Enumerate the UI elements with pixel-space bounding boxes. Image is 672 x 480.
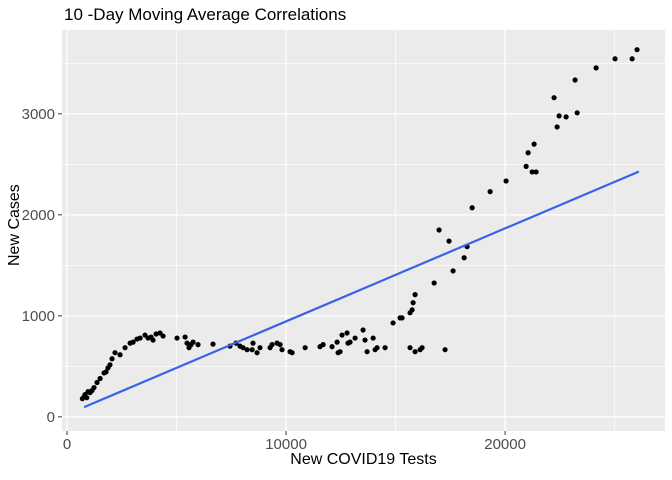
- data-point: [525, 150, 531, 156]
- data-point: [320, 342, 326, 348]
- data-point: [410, 300, 416, 306]
- data-point: [190, 339, 196, 345]
- data-point: [412, 349, 418, 355]
- data-point: [210, 341, 216, 347]
- data-point: [556, 113, 562, 119]
- data-point: [612, 56, 618, 62]
- data-point: [279, 347, 285, 353]
- y-axis-tick-label: 3000: [22, 106, 55, 123]
- data-point: [153, 331, 159, 337]
- data-point: [137, 335, 143, 341]
- data-point: [431, 280, 437, 286]
- data-point: [97, 375, 103, 382]
- data-point: [254, 350, 260, 356]
- data-point: [554, 124, 560, 130]
- data-point: [442, 347, 448, 353]
- data-point: [182, 334, 188, 340]
- x-axis-title: New COVID19 Tests: [290, 451, 437, 468]
- data-point: [360, 327, 366, 333]
- data-point: [337, 349, 343, 355]
- data-point: [563, 114, 569, 120]
- data-point: [195, 342, 201, 348]
- data-point: [347, 339, 353, 345]
- x-axis-tick-label: 10000: [265, 436, 307, 453]
- data-point: [150, 337, 156, 343]
- data-point: [130, 339, 136, 345]
- data-point: [436, 227, 442, 233]
- data-point: [277, 342, 283, 348]
- x-axis-tick-label: 20000: [484, 436, 526, 453]
- data-point: [344, 330, 350, 336]
- data-point: [94, 379, 100, 386]
- data-point: [244, 347, 250, 353]
- data-point: [269, 342, 275, 348]
- data-point: [407, 345, 413, 351]
- data-point: [412, 292, 418, 298]
- data-point: [374, 345, 380, 351]
- data-point: [503, 178, 509, 184]
- data-point: [533, 169, 539, 175]
- data-point: [109, 356, 115, 362]
- data-point: [523, 163, 529, 169]
- data-point: [390, 320, 396, 326]
- data-point: [302, 345, 308, 351]
- data-point: [551, 95, 557, 101]
- data-point: [250, 340, 256, 346]
- data-point: [574, 110, 580, 116]
- data-point: [122, 345, 128, 351]
- y-axis-tick-label: 1000: [22, 308, 55, 325]
- y-axis-tick-label: 2000: [22, 207, 55, 224]
- data-point: [329, 344, 335, 350]
- data-point: [160, 333, 166, 339]
- data-point: [184, 340, 190, 346]
- data-point: [91, 384, 97, 391]
- data-point: [289, 350, 295, 356]
- data-point: [257, 345, 263, 351]
- data-point: [593, 65, 599, 71]
- data-point: [409, 307, 415, 313]
- data-point: [399, 315, 405, 321]
- data-point: [334, 339, 340, 345]
- data-point: [112, 350, 118, 356]
- data-point: [450, 268, 456, 274]
- data-point: [84, 395, 90, 401]
- data-point: [461, 255, 467, 261]
- data-point: [240, 345, 246, 351]
- trend-line: [83, 170, 640, 408]
- data-point: [531, 141, 537, 147]
- data-point: [117, 352, 123, 358]
- data-point: [107, 362, 113, 368]
- plot-panel: [62, 30, 665, 431]
- data-point: [249, 347, 255, 353]
- x-axis-tick-label: 0: [63, 436, 71, 453]
- data-point: [174, 335, 180, 341]
- data-point: [364, 349, 370, 355]
- data-point: [469, 205, 475, 211]
- data-point: [629, 56, 635, 62]
- data-point: [352, 335, 358, 341]
- data-point: [487, 189, 493, 195]
- data-point: [446, 238, 452, 244]
- data-point: [382, 345, 388, 351]
- y-axis-title: New Cases: [6, 184, 23, 266]
- chart-title: 10 -Day Moving Average Correlations: [64, 5, 347, 24]
- data-point: [634, 47, 640, 53]
- data-point: [419, 345, 425, 351]
- data-point: [362, 337, 368, 343]
- data-point: [572, 77, 578, 83]
- data-point: [370, 335, 376, 341]
- data-point: [103, 369, 109, 375]
- data-point: [339, 332, 345, 338]
- y-axis-tick-label: 0: [47, 409, 55, 426]
- data-point: [529, 169, 535, 175]
